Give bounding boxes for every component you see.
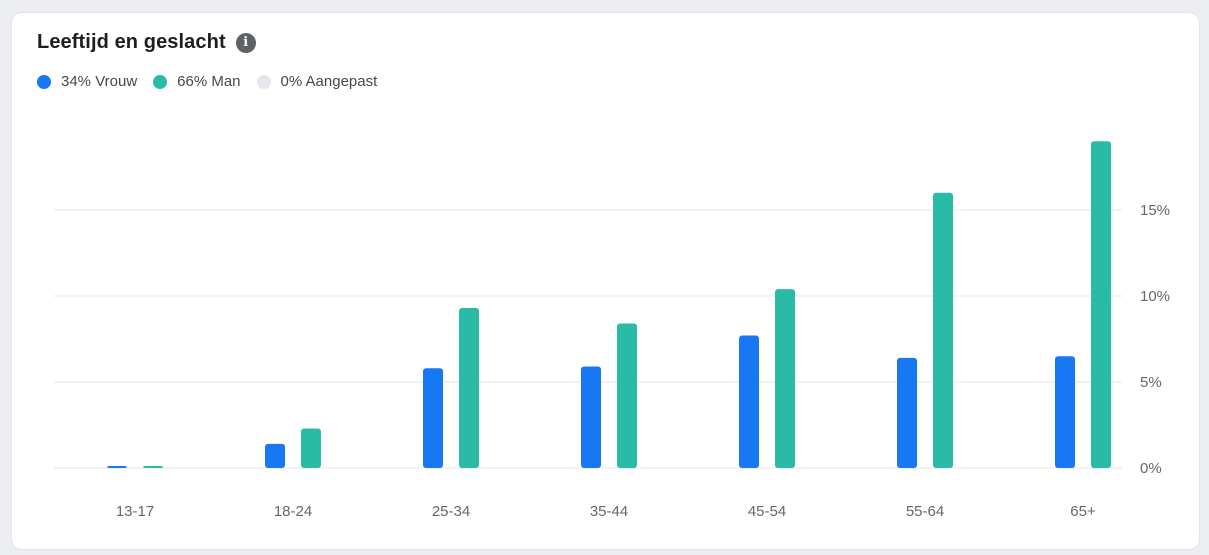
x-tick-label: 25-34 xyxy=(432,503,470,520)
x-tick-label: 55-64 xyxy=(906,503,944,520)
legend-label-man: 66% Man xyxy=(177,73,241,90)
y-tick-label: 15% xyxy=(1140,202,1170,219)
bar-man-35-44[interactable] xyxy=(617,323,637,468)
legend-label-vrouw: 34% Vrouw xyxy=(61,73,138,90)
x-tick-label: 18-24 xyxy=(274,503,312,520)
y-tick-label: 10% xyxy=(1140,288,1170,305)
bar-vrouw-25-34[interactable] xyxy=(423,368,443,468)
legend-item-aangepast[interactable]: 0% Aangepast xyxy=(256,73,378,90)
x-tick-label: 65+ xyxy=(1070,503,1096,520)
legend-label-aangepast: 0% Aangepast xyxy=(280,73,378,90)
bar-man-65+[interactable] xyxy=(1091,141,1111,468)
chart-title: Leeftijd en geslacht xyxy=(37,31,226,53)
y-tick-label: 5% xyxy=(1140,374,1162,391)
bar-vrouw-35-44[interactable] xyxy=(581,366,601,468)
legend-dot-man xyxy=(153,74,168,89)
x-tick-label: 13-17 xyxy=(116,503,154,520)
bar-vrouw-55-64[interactable] xyxy=(897,357,917,468)
legend-item-man[interactable]: 66% Man xyxy=(153,73,241,90)
bar-vrouw-18-24[interactable] xyxy=(265,443,285,468)
bar-vrouw-13-17[interactable] xyxy=(107,466,127,468)
bar-vrouw-45-54[interactable] xyxy=(739,335,759,468)
legend: 34% Vrouw 66% Man 0% Aangepast xyxy=(37,73,377,90)
legend-dot-aangepast xyxy=(256,74,271,89)
legend-item-vrouw[interactable]: 34% Vrouw xyxy=(37,73,137,90)
bar-chart: 0% 5% 10% 15% 13-17 18-24 25-34 35-44 45-54 55-64… xyxy=(54,141,1170,520)
title-row: Leeftijd en geslacht i xyxy=(37,31,256,54)
bar-man-18-24[interactable] xyxy=(301,428,321,468)
y-tick-label: 0% xyxy=(1140,460,1162,477)
bar-man-55-64[interactable] xyxy=(933,192,953,469)
x-tick-label: 35-44 xyxy=(590,503,628,520)
legend-dot-vrouw xyxy=(37,74,51,89)
bar-man-25-34[interactable] xyxy=(459,308,479,468)
x-tick-label: 45-54 xyxy=(748,503,786,520)
age-gender-card: Leeftijd en geslacht i 34% Vrouw 66% Man… xyxy=(12,13,1199,549)
bar-vrouw-65+[interactable] xyxy=(1055,356,1075,468)
bar-man-13-17[interactable] xyxy=(143,466,163,468)
info-icon[interactable]: i xyxy=(235,32,256,53)
bar-man-45-54[interactable] xyxy=(775,289,795,468)
